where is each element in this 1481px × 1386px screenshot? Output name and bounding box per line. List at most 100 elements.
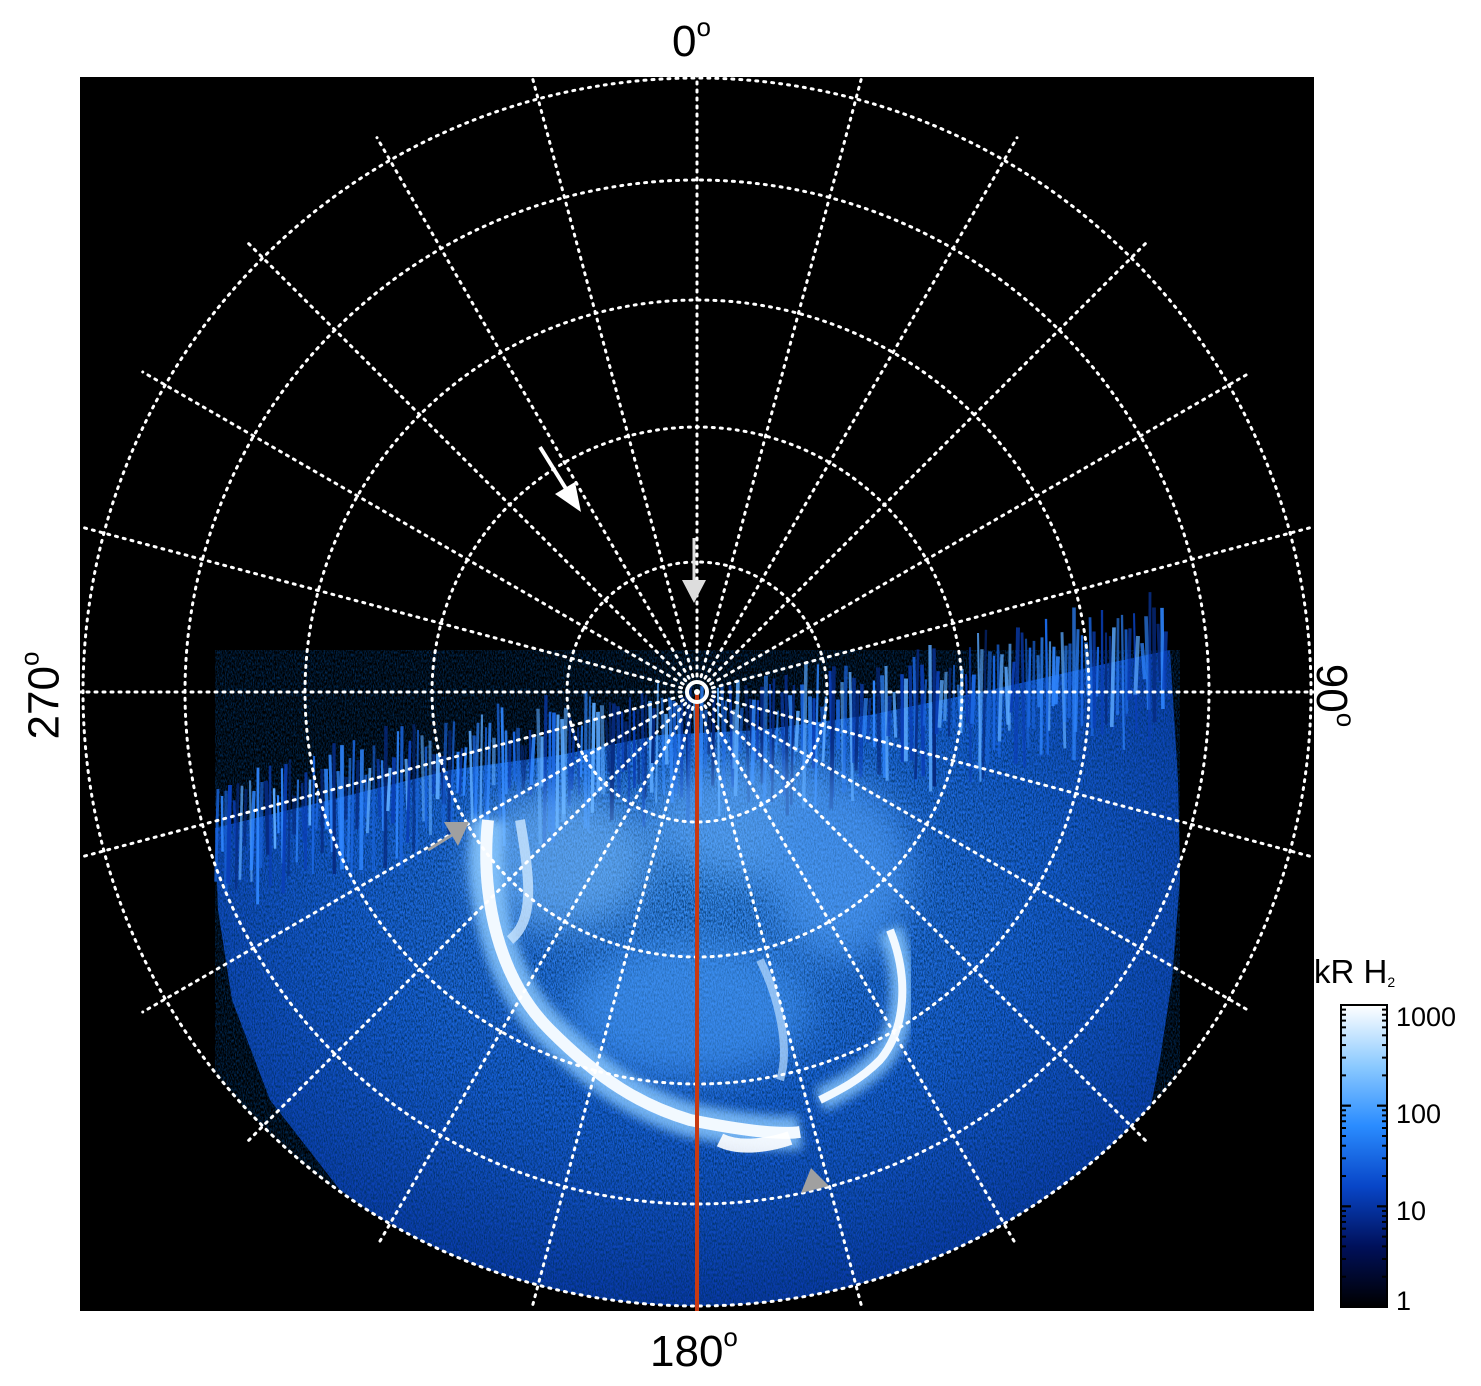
emission-streak [355,760,360,830]
emission-streak [1133,635,1140,695]
arrow-white [538,445,581,512]
emission-streak [1124,629,1129,714]
emission-streak [981,629,988,779]
emission-streak [774,710,780,753]
emission-streak [1120,614,1126,750]
emission-streak [1060,632,1067,749]
emission-streak [1126,628,1132,701]
emission-streak [280,768,284,864]
emission-streak [1160,607,1165,710]
emission-streak [258,781,264,869]
emission-streak [528,729,532,795]
emission-streak [964,674,969,723]
emission-streak [1063,645,1068,722]
emission-streak [866,698,872,743]
emission-streak [1027,647,1032,728]
emission-streak [458,748,464,795]
emission-streak [707,717,712,755]
grid-meridian [242,237,688,683]
emission-streak [529,735,536,786]
emission-streak [520,745,526,790]
emission-streak [1048,641,1052,731]
emission-streak [249,790,256,871]
arrow-grey-left [427,822,469,852]
emission-streak [264,780,271,855]
grid-meridian [80,694,684,859]
axis-label-top: 0o [672,12,711,66]
emission-streak [1044,618,1049,755]
emission-streak [627,697,632,815]
emission-streak [600,705,606,795]
emission-streak [908,665,914,761]
emission-streak [359,749,364,871]
emission-streak [858,684,864,778]
emission-streak [854,689,860,771]
emission-streak [943,671,948,721]
emission-streak [386,767,392,812]
emission-streak [985,651,992,765]
grid-meridian [375,136,691,680]
emission-streak [676,704,683,762]
emission-streak [632,710,636,789]
emission-streak [892,692,898,738]
emission-streak [1147,592,1152,740]
emission-streak [300,782,305,843]
emission-streak [1051,646,1056,707]
grid-meridian [710,694,1314,859]
emission-streak [484,727,488,839]
emission-streak [507,739,512,789]
emission-streak [1004,666,1010,725]
emission-streak [616,706,621,797]
emission-streak [861,697,868,738]
emission-streak [1156,623,1163,682]
emission-streak [1067,643,1072,719]
emission-streak [922,679,928,726]
grid-meridian [242,701,688,1147]
emission-streak [238,785,244,880]
emission-streak [287,759,292,876]
emission-streak [1039,637,1044,755]
emission-streak [636,708,641,785]
grid-meridian [709,698,1253,1014]
emission-streak [328,754,334,853]
emission-streak [512,731,516,782]
grid-meridian [706,701,1152,1147]
emission-streak [220,795,224,852]
emission-streak [1032,640,1036,730]
colorbar [1340,1004,1388,1308]
emission-streak [315,788,320,829]
emission-streak [376,758,382,817]
colorbar-tick-label: 1000 [1396,1002,1457,1032]
emission-streak [947,667,952,737]
emission-streak [350,740,356,882]
emission-streak [303,772,308,870]
emission-streak [449,721,456,838]
colorbar-tick-label: 10 [1396,1196,1427,1226]
grid-meridian [375,704,691,1248]
grid-meridian [703,704,1019,1248]
colorbar-title: kR H2 [1314,953,1396,990]
arrow-light-grey [682,538,706,603]
emission-streak [648,700,654,793]
emission-streak [977,649,984,769]
pole-marker [685,680,709,704]
grid-meridian [141,698,685,1014]
grid-meridian [703,136,1019,680]
emission-streak [604,719,611,773]
emission-streak [970,674,976,724]
emission-streak [1009,661,1016,713]
emission-streak [523,745,528,781]
emission-streak [447,730,452,835]
emission-streak [914,649,920,780]
emission-streak [620,711,625,772]
axis-label-right: 90o [1307,663,1362,728]
emission-streak [738,707,744,753]
emission-streak [1109,627,1116,727]
emission-streak [1074,629,1080,732]
emission-streak [794,710,800,753]
emission-streak [928,644,933,792]
emission-streak [415,730,420,861]
emission-streak [920,664,926,777]
emission-streak [884,665,889,781]
